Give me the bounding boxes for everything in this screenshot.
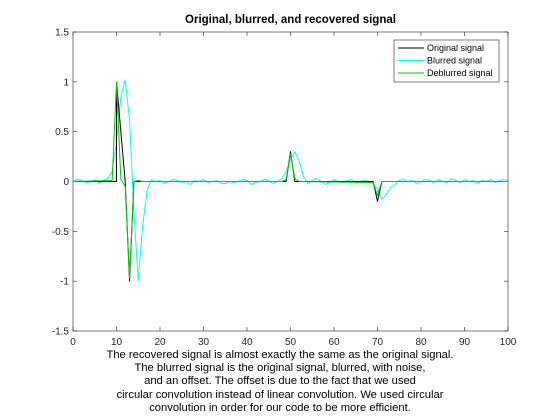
caption-line: circular convolution instead of linear c…: [116, 388, 444, 401]
x-tick-label: 80: [415, 337, 427, 348]
x-tick-label: 10: [111, 337, 123, 348]
legend-label: Deblurred signal: [427, 68, 493, 78]
caption-line: and an offset. The offset is due to the …: [144, 375, 416, 388]
x-tick-label: 30: [198, 337, 210, 348]
y-tick-label: 0.5: [55, 127, 69, 138]
series-line-deblurred-signal: [72, 81, 508, 279]
x-tick-label: 40: [241, 337, 253, 348]
x-tick-label: 70: [372, 337, 384, 348]
x-tick-label: 50: [285, 337, 297, 348]
x-tick-label: 60: [328, 337, 340, 348]
x-tick-label: 90: [459, 337, 471, 348]
figure-caption: The recovered signal is almost exactly t…: [0, 349, 560, 415]
legend-label: Blurred signal: [427, 56, 482, 66]
y-tick-label: -1.5: [52, 327, 70, 338]
y-tick-label: 1.5: [55, 28, 69, 39]
y-tick-label: 1: [63, 77, 69, 88]
caption-line: convolution in order for our code to be …: [149, 401, 411, 414]
y-tick-label: -0.5: [52, 227, 70, 238]
x-tick-label: 100: [500, 337, 517, 348]
legend-label: Original signal: [427, 43, 484, 53]
x-tick-label: 0: [70, 337, 76, 348]
caption-line: The blurred signal is the original signa…: [134, 362, 426, 375]
y-tick-label: 0: [63, 177, 69, 188]
legend: Original signal Blurred signal Deblurred s…: [393, 39, 500, 83]
caption-line: The recovered signal is almost exactly t…: [106, 349, 454, 361]
chart-title: Original, blurred, and recovered signal: [185, 14, 396, 26]
y-tick-label: -1: [60, 277, 69, 288]
x-tick-label: 20: [154, 337, 166, 348]
